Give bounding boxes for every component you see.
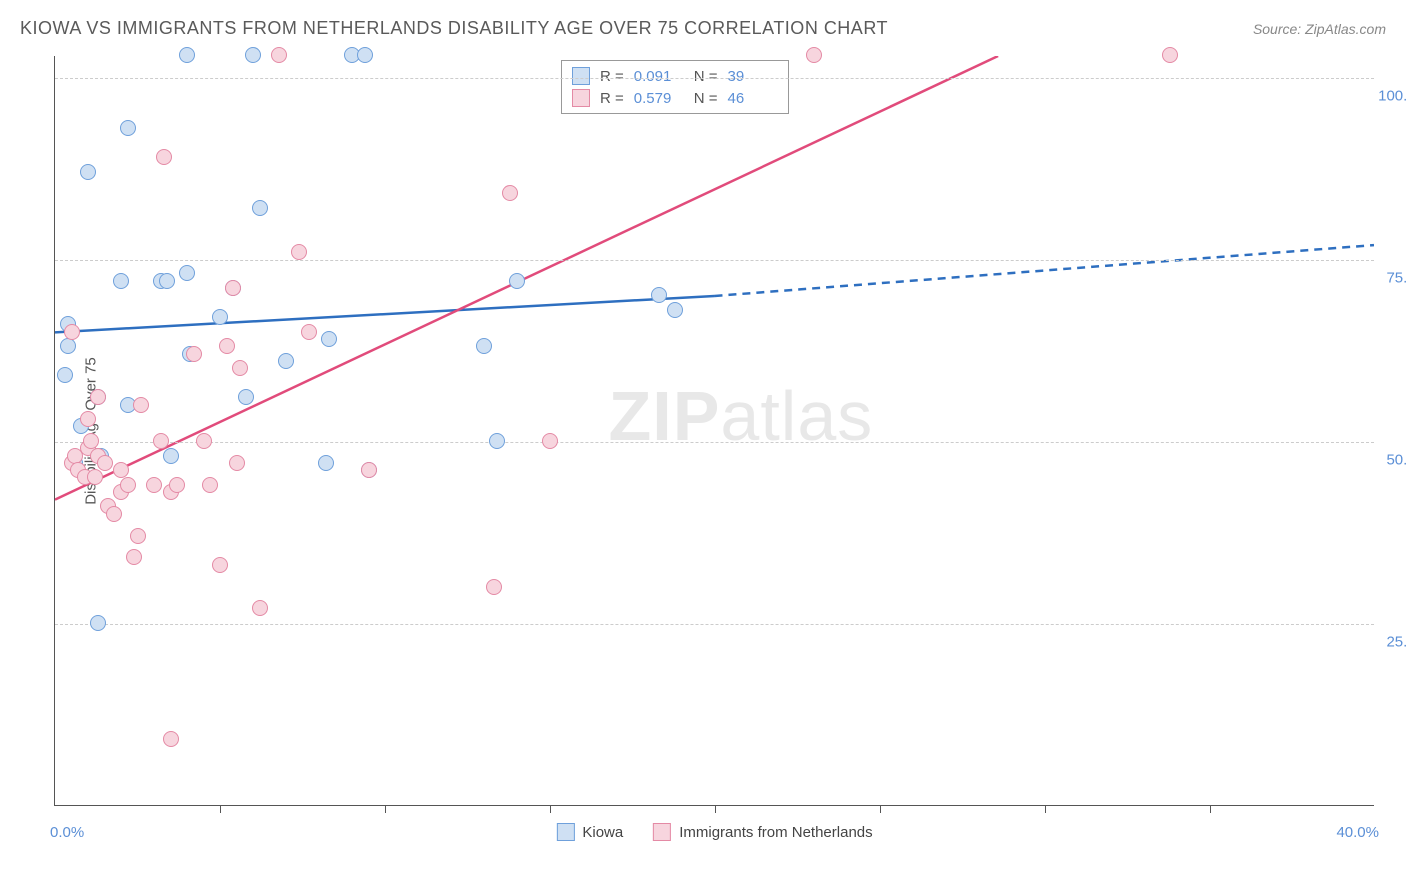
data-point [509, 273, 525, 289]
data-point [179, 265, 195, 281]
data-point [278, 353, 294, 369]
y-tick-label: 25.0% [1386, 633, 1406, 650]
data-point [113, 273, 129, 289]
data-point [321, 331, 337, 347]
data-point [219, 338, 235, 354]
data-point [179, 47, 195, 63]
data-point [502, 185, 518, 201]
data-point [133, 397, 149, 413]
x-tick [220, 805, 221, 813]
data-point [90, 615, 106, 631]
data-point [806, 47, 822, 63]
stats-legend: R = 0.091 N = 39 R = 0.579 N = 46 [561, 60, 789, 114]
data-point [80, 411, 96, 427]
swatch-kiowa-icon [556, 823, 574, 841]
data-point [159, 273, 175, 289]
swatch-kiowa [572, 67, 590, 85]
gridline [55, 624, 1374, 625]
data-point [120, 120, 136, 136]
gridline [55, 260, 1374, 261]
chart-plot-area: ZIPatlas Disability Age Over 75 0.0% 40.… [54, 56, 1374, 806]
data-point [318, 455, 334, 471]
data-point [232, 360, 248, 376]
data-point [486, 579, 502, 595]
source-label: Source: ZipAtlas.com [1253, 21, 1386, 37]
data-point [120, 477, 136, 493]
data-point [97, 455, 113, 471]
data-point [291, 244, 307, 260]
stats-row-kiowa: R = 0.091 N = 39 [572, 65, 778, 87]
data-point [130, 528, 146, 544]
data-point [186, 346, 202, 362]
data-point [60, 338, 76, 354]
legend-label-netherlands: Immigrants from Netherlands [679, 824, 872, 841]
data-point [196, 433, 212, 449]
data-point [651, 287, 667, 303]
data-point [229, 455, 245, 471]
x-axis-min-label: 0.0% [50, 824, 84, 841]
data-point [1162, 47, 1178, 63]
data-point [146, 477, 162, 493]
data-point [225, 280, 241, 296]
y-tick-label: 100.0% [1378, 87, 1406, 104]
data-point [361, 462, 377, 478]
data-point [64, 324, 80, 340]
x-axis-max-label: 40.0% [1336, 824, 1379, 841]
y-tick-label: 50.0% [1386, 451, 1406, 468]
x-tick [715, 805, 716, 813]
data-point [271, 47, 287, 63]
data-point [80, 164, 96, 180]
data-point [169, 477, 185, 493]
swatch-netherlands [572, 89, 590, 107]
data-point [153, 433, 169, 449]
stats-row-netherlands: R = 0.579 N = 46 [572, 87, 778, 109]
x-tick [880, 805, 881, 813]
data-point [667, 302, 683, 318]
x-tick [1210, 805, 1211, 813]
watermark: ZIPatlas [608, 376, 873, 456]
data-point [87, 469, 103, 485]
data-point [301, 324, 317, 340]
data-point [156, 149, 172, 165]
data-point [357, 47, 373, 63]
data-point [212, 309, 228, 325]
data-point [163, 731, 179, 747]
data-point [106, 506, 122, 522]
chart-title: KIOWA VS IMMIGRANTS FROM NETHERLANDS DIS… [20, 18, 888, 39]
data-point [90, 389, 106, 405]
data-point [238, 389, 254, 405]
data-point [163, 448, 179, 464]
legend-item-netherlands: Immigrants from Netherlands [653, 823, 872, 841]
data-point [212, 557, 228, 573]
swatch-netherlands-icon [653, 823, 671, 841]
data-point [476, 338, 492, 354]
x-tick [385, 805, 386, 813]
legend-item-kiowa: Kiowa [556, 823, 623, 841]
data-point [245, 47, 261, 63]
legend-label-kiowa: Kiowa [582, 824, 623, 841]
gridline [55, 78, 1374, 79]
trend-lines-svg [55, 56, 1374, 805]
bottom-legend: Kiowa Immigrants from Netherlands [556, 823, 872, 841]
y-tick-label: 75.0% [1386, 269, 1406, 286]
gridline [55, 442, 1374, 443]
x-tick [550, 805, 551, 813]
data-point [252, 200, 268, 216]
data-point [252, 600, 268, 616]
data-point [126, 549, 142, 565]
data-point [542, 433, 558, 449]
data-point [202, 477, 218, 493]
x-tick [1045, 805, 1046, 813]
data-point [57, 367, 73, 383]
data-point [489, 433, 505, 449]
